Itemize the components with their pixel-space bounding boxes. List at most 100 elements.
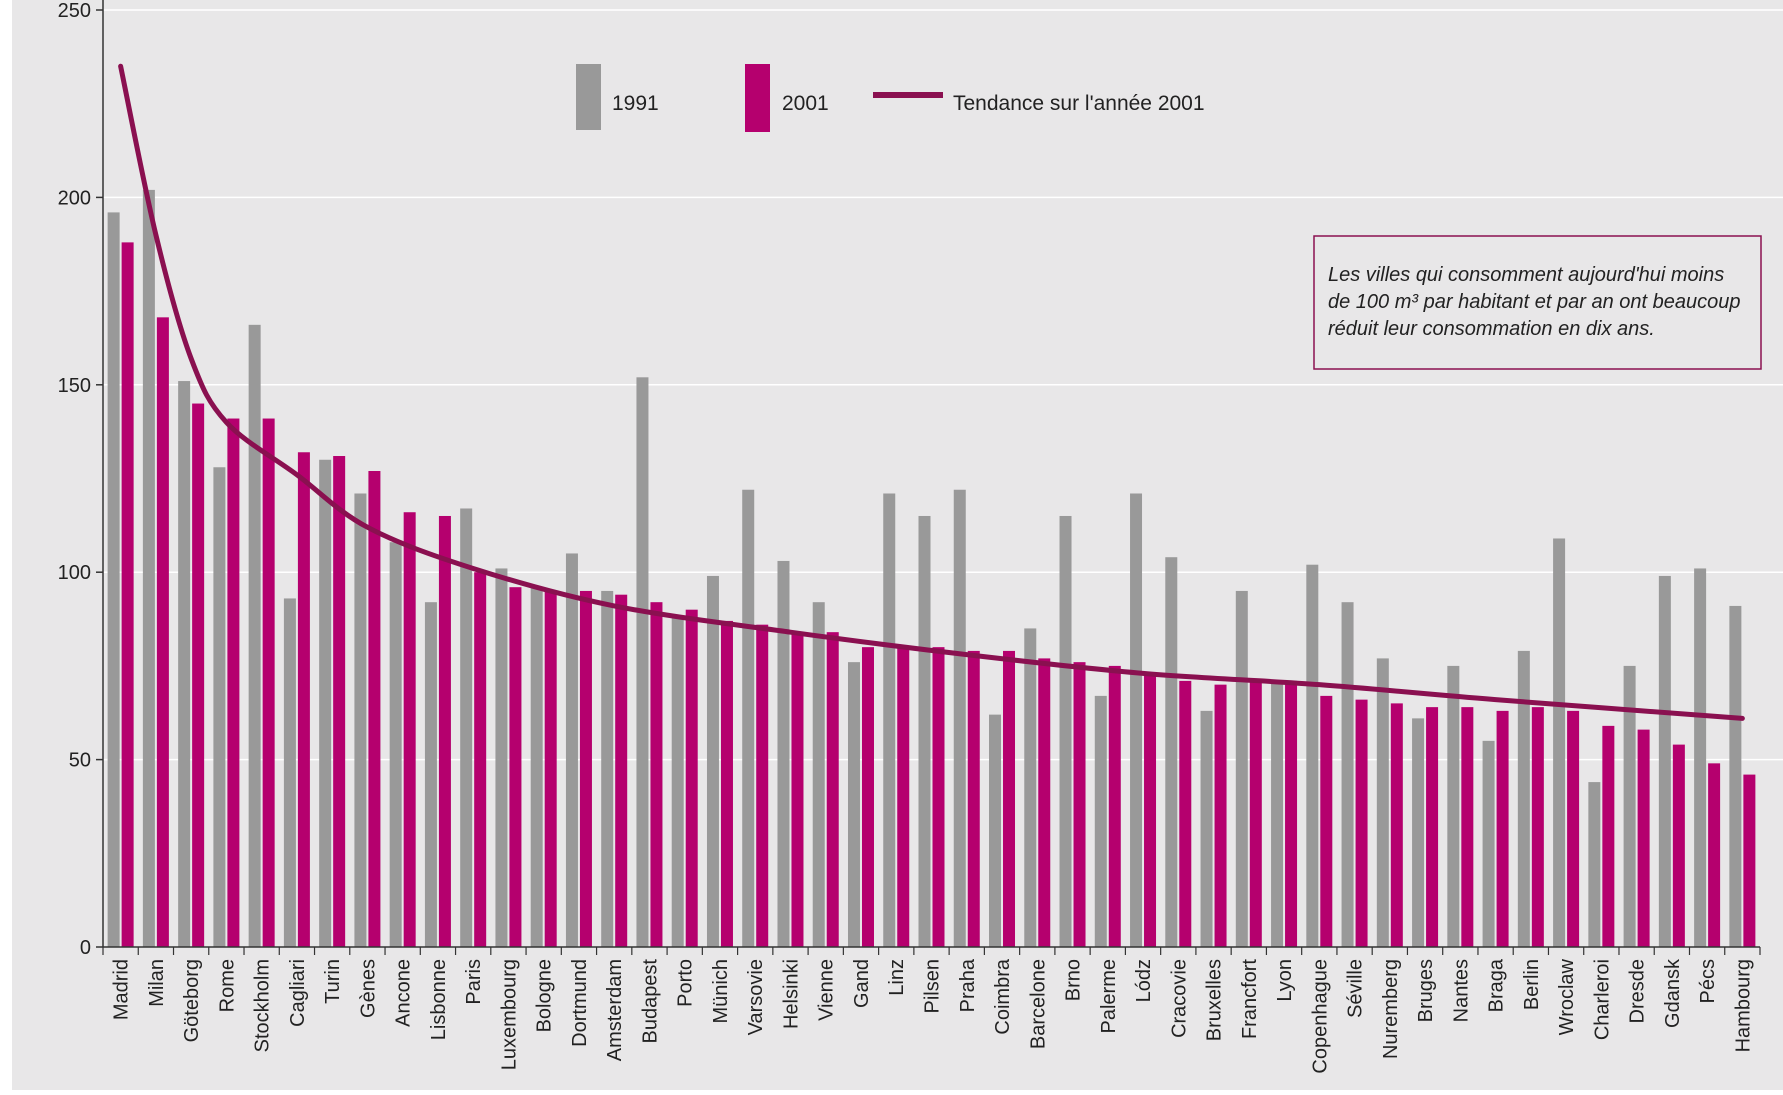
bar-2001-Bruges (1426, 707, 1439, 947)
category-label-Gènes: Gènes (357, 959, 379, 1018)
category-label-Münich: Münich (710, 959, 732, 1023)
bar-1991-Francfort (1235, 590, 1248, 947)
bar-2001-Linz (897, 647, 910, 947)
category-label-Nantes: Nantes (1450, 959, 1472, 1022)
bar-2001-Vienne (826, 632, 839, 947)
bar-2001-Ancone (403, 512, 416, 947)
bar-1991-Cracovie (1165, 557, 1178, 947)
bar-2001-Münich (720, 620, 733, 947)
bar-1991-Luxembourg (495, 568, 508, 947)
bar-2001-Luxembourg (509, 587, 522, 947)
bar-1991-Lisbonne (424, 602, 437, 947)
category-label-Rome: Rome (216, 959, 238, 1012)
category-label-Linz: Linz (886, 959, 908, 996)
bar-2001-Gènes (368, 471, 381, 947)
bar-1991-Pilsen (918, 515, 931, 947)
bar-1991-Milan (142, 189, 155, 948)
bar-1991-Madrid (107, 212, 120, 948)
annotation-line-2: de 100 m³ par habitant et par an ont bea… (1328, 291, 1741, 313)
category-label-Stockholm: Stockholm (252, 959, 274, 1052)
category-label-Varsovie: Varsovie (745, 959, 767, 1035)
category-label-Gdansk: Gdansk (1662, 958, 1684, 1028)
bar-1991-Budapest (636, 377, 649, 948)
category-label-Amsterdam: Amsterdam (604, 959, 626, 1061)
category-label-Dresde: Dresde (1627, 959, 1649, 1023)
bar-1991-Pécs (1694, 568, 1707, 947)
category-label-Lódz: Lódz (1133, 959, 1155, 1002)
category-label-Bruges: Bruges (1415, 959, 1437, 1022)
category-label-Göteborg: Göteborg (181, 959, 203, 1042)
bar-2001-Nuremberg (1390, 703, 1403, 947)
bar-2001-Bruxelles (1214, 684, 1227, 947)
bar-2001-Wroclaw (1567, 710, 1580, 947)
bar-2001-Cagliari (297, 452, 310, 947)
bar-2001-Lyon (1285, 680, 1298, 947)
y-tick-label-250: 250 (58, 0, 91, 22)
category-label-Bologne: Bologne (534, 959, 556, 1032)
bar-1991-Praha (953, 489, 966, 947)
category-label-Gand: Gand (851, 959, 873, 1008)
category-label-Cagliari: Cagliari (287, 959, 309, 1027)
bar-1991-Hambourg (1729, 605, 1742, 947)
y-tick-label-100: 100 (58, 562, 91, 584)
bar-2001-Francfort (1249, 680, 1262, 947)
bar-1991-Münich (706, 575, 719, 947)
bar-1991-Amsterdam (601, 590, 614, 947)
category-label-Cracovie: Cracovie (1168, 959, 1190, 1038)
bar-1991-Braga (1482, 740, 1495, 947)
legend: 1991 2001 Tendance sur l'année 2001 (576, 64, 1205, 132)
bar-1991-Rome (213, 467, 226, 947)
bar-2001-Lisbonne (438, 515, 451, 947)
bar-2001-Berlin (1531, 707, 1544, 947)
legend-label-2001: 2001 (782, 92, 829, 115)
category-label-Milan: Milan (146, 959, 168, 1007)
bar-1991-Vienne (812, 602, 825, 947)
bar-1991-Séville (1341, 602, 1354, 947)
bar-2001-Séville (1355, 699, 1368, 947)
category-label-Budapest: Budapest (639, 959, 661, 1044)
bar-2001-Varsovie (756, 624, 769, 947)
category-label-Vienne: Vienne (816, 959, 838, 1021)
category-label-Lyon: Lyon (1274, 959, 1296, 1002)
bar-2001-Cracovie (1179, 680, 1192, 947)
bar-1991-Bruxelles (1200, 710, 1213, 947)
bar-1991-Copenhague (1306, 564, 1319, 947)
category-label-Praha: Praha (957, 958, 979, 1012)
bar-2001-Dortmund (579, 590, 592, 947)
category-label-Paris: Paris (463, 959, 485, 1005)
bar-1991-Barcelone (1024, 628, 1037, 947)
bar-1991-Paris (460, 508, 473, 947)
bar-2001-Gand (861, 647, 874, 947)
bar-2001-Coimbra (1003, 650, 1016, 947)
bar-1991-Göteborg (178, 381, 191, 947)
category-label-Palerme: Palerme (1098, 959, 1120, 1033)
bar-2001-Pilsen (932, 647, 945, 947)
bar-2001-Pécs (1708, 763, 1721, 947)
bar-2001-Nantes (1461, 707, 1474, 947)
bar-2001-Barcelone (1038, 658, 1051, 947)
category-label-Turin: Turin (322, 959, 344, 1004)
bar-2001-Porto (685, 609, 698, 947)
bar-1991-Wroclaw (1553, 538, 1566, 947)
category-label-Berlin: Berlin (1521, 959, 1543, 1010)
category-label-Pécs: Pécs (1697, 959, 1719, 1003)
bar-1991-Berlin (1517, 650, 1530, 947)
category-label-Nuremberg: Nuremberg (1380, 959, 1402, 1059)
bar-1991-Porto (671, 617, 684, 947)
y-tick-label-0: 0 (80, 937, 91, 959)
trend (118, 63, 1745, 721)
bar-1991-Bologne (530, 587, 543, 947)
bar-2001-Amsterdam (615, 594, 628, 947)
category-label-Dortmund: Dortmund (569, 959, 591, 1047)
legend-label-1991: 1991 (612, 92, 659, 115)
bar-2001-Gdansk (1672, 744, 1685, 947)
category-label-Braga: Braga (1486, 958, 1508, 1012)
annotation-line-1: Les villes qui consomment aujourd'hui mo… (1328, 264, 1724, 286)
bar-1991-Palerme (1094, 695, 1107, 947)
trend-line (118, 63, 1745, 721)
bar-2001-Milan (156, 317, 169, 947)
bar-2001-Palerme (1108, 665, 1121, 947)
x-axis: Madrid Milan Göteborg Rome Stockholm Cagliari… (102, 946, 1761, 1074)
